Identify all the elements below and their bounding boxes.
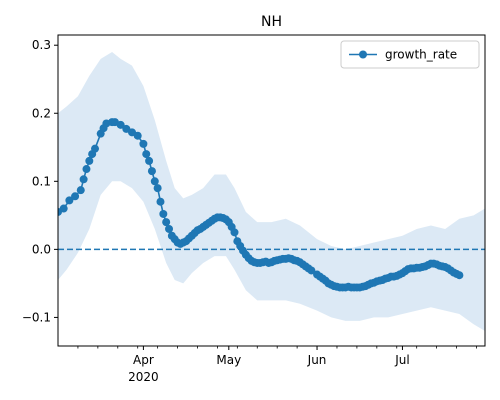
data-point [133, 131, 142, 140]
plot-area: −0.1 0.0 0.1 0.2 0.3 Apr 2020 May Jun Jul growth_r… [22, 34, 486, 384]
data-point [71, 192, 80, 201]
legend-box [340, 40, 480, 69]
x-tick-sublabel: 2020 [128, 370, 159, 384]
legend-marker [359, 50, 367, 59]
data-layer [58, 52, 485, 332]
y-tick-label: 0.1 [32, 174, 51, 188]
data-point [147, 167, 156, 176]
x-tick-label: Apr [133, 353, 154, 367]
x-tick-label: Jun [307, 353, 327, 367]
data-point [85, 156, 94, 165]
data-point [82, 165, 91, 174]
chart-title: NH [261, 14, 282, 30]
data-point [307, 266, 316, 275]
data-point [142, 150, 151, 159]
axes-frame [57, 34, 486, 347]
data-point [65, 196, 74, 205]
y-tick-label: 0.2 [32, 106, 51, 120]
data-point [91, 144, 100, 153]
x-tick-label: May [216, 353, 241, 367]
data-point [153, 184, 162, 193]
data-point [150, 177, 159, 186]
y-tick-label: 0.0 [32, 242, 51, 256]
data-point [230, 228, 239, 237]
data-point [76, 186, 85, 195]
data-point [59, 204, 68, 213]
data-point [116, 120, 125, 129]
data-point [455, 271, 464, 280]
y-tick-label: 0.3 [32, 38, 51, 52]
y-tick-label: −0.1 [22, 310, 51, 324]
data-point [156, 197, 165, 206]
data-point [165, 224, 174, 233]
uncertainty-band [58, 52, 485, 332]
data-point [162, 218, 171, 227]
data-point [139, 139, 148, 148]
x-tick-label: Jul [394, 353, 409, 367]
data-point [159, 209, 168, 218]
data-point [145, 156, 154, 165]
legend-label: growth_rate [385, 48, 457, 62]
data-point [79, 175, 88, 184]
